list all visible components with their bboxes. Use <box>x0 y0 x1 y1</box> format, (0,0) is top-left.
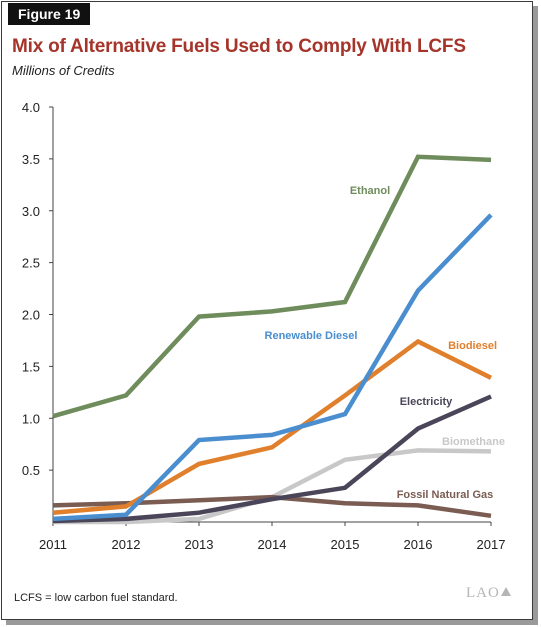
chart-title: Mix of Alternative Fuels Used to Comply … <box>12 36 466 57</box>
series-line-ethanol <box>52 154 492 419</box>
x-tick-label: 2014 <box>258 537 287 552</box>
x-tick-label: 2015 <box>331 537 360 552</box>
footnote: LCFS = low carbon fuel standard. <box>14 592 178 604</box>
y-tick-label: 1.0 <box>22 411 40 426</box>
figure-label: Figure 19 <box>8 3 91 25</box>
series-label-biomethane: Biomethane <box>442 436 505 448</box>
series-label-electricity: Electricity <box>400 396 453 408</box>
series-line-biomethane <box>53 448 492 525</box>
series-label-ethanol: Ethanol <box>350 185 390 197</box>
logo-mark-icon <box>500 587 511 596</box>
lao-logo: LAO <box>466 585 511 602</box>
y-tick-label: 2.5 <box>22 256 40 271</box>
logo-text: LAO <box>466 585 500 601</box>
y-tick-label: 3.0 <box>22 204 40 219</box>
y-tick-label: 1.5 <box>22 359 40 374</box>
y-tick-label: 3.5 <box>22 152 40 167</box>
series-line-renewable-diesel <box>52 213 493 522</box>
x-tick-label: 2013 <box>185 537 214 552</box>
series-label-fossil-natural-gas: Fossil Natural Gas <box>397 489 494 501</box>
y-tick-label: 2.0 <box>22 308 40 323</box>
x-tick-label: 2011 <box>39 537 67 552</box>
series-line-electricity <box>52 394 492 524</box>
series-label-biodiesel: Biodiesel <box>448 340 497 352</box>
y-tick-label: 0.5 <box>22 463 40 478</box>
series-label-renewable-diesel: Renewable Diesel <box>265 330 358 342</box>
chart-subtitle: Millions of Credits <box>12 63 115 78</box>
x-tick-label: 2017 <box>477 537 506 552</box>
series-line-biodiesel <box>52 338 493 515</box>
x-tick-label: 2016 <box>404 537 433 552</box>
x-tick-label: 2012 <box>112 537 141 552</box>
y-tick-label: 4.0 <box>22 100 40 115</box>
